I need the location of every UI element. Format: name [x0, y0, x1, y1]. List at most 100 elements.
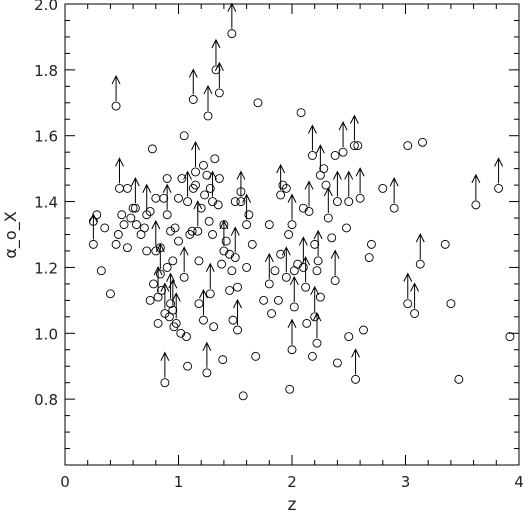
limit-arrow	[202, 341, 212, 368]
limit-arrow	[415, 233, 425, 260]
detection-point	[153, 318, 163, 328]
limit-point	[312, 338, 322, 348]
limit-point	[494, 183, 504, 193]
limit-arrow	[227, 2, 237, 29]
y-axis-label: α_o_X	[1, 211, 21, 258]
detection-point	[139, 223, 149, 233]
detection-point	[307, 351, 317, 361]
limit-arrow	[236, 170, 246, 197]
detection-point	[194, 256, 204, 266]
detection-point	[253, 98, 263, 108]
limit-point	[153, 292, 163, 302]
detection-point	[264, 220, 274, 230]
detection-point	[174, 236, 183, 246]
detection-point	[122, 243, 132, 253]
detection-point	[315, 292, 325, 302]
limit-point	[344, 197, 354, 207]
detection-point	[117, 210, 127, 220]
x-tick-label: 2	[287, 473, 297, 491]
detection-point	[228, 315, 238, 325]
detection-point	[281, 183, 291, 193]
limit-point	[410, 309, 420, 318]
limit-point	[264, 279, 274, 289]
limit-point	[287, 345, 297, 355]
limit-point	[471, 200, 481, 210]
limit-point	[355, 193, 365, 203]
limit-point	[298, 262, 308, 272]
limit-arrow	[494, 157, 504, 184]
limit-arrow	[338, 121, 348, 148]
detection-point	[342, 223, 351, 233]
limit-arrow	[162, 183, 172, 210]
detection-point	[126, 213, 136, 223]
detection-point	[145, 295, 155, 305]
limit-point	[307, 151, 317, 160]
detection-point	[122, 183, 132, 193]
detection-point	[105, 289, 115, 299]
limit-arrow	[191, 140, 200, 167]
limit-point	[219, 246, 229, 256]
limit-arrow	[111, 74, 121, 102]
detection-point	[159, 193, 169, 203]
detection-point	[418, 137, 427, 147]
detection-point	[273, 295, 283, 305]
limit-point	[160, 309, 170, 318]
detection-point	[403, 141, 413, 151]
detection-point	[378, 183, 388, 193]
limit-arrow	[155, 242, 165, 270]
limit-point	[330, 276, 340, 286]
limit-arrow	[193, 200, 203, 227]
limit-point	[130, 203, 140, 213]
limit-arrow	[312, 312, 322, 339]
limit-arrow	[205, 262, 215, 289]
limit-arrow	[233, 298, 242, 325]
x-tick-label: 4	[514, 473, 524, 491]
limit-point	[111, 101, 121, 111]
detection-point	[440, 239, 450, 249]
y-tick-label: 0.8	[34, 391, 58, 409]
detection-point	[166, 226, 176, 236]
detection-point	[177, 174, 187, 183]
detection-point	[227, 266, 237, 276]
detection-point	[162, 174, 172, 183]
detection-point	[296, 108, 306, 118]
detection-point	[218, 355, 228, 365]
limit-arrow	[310, 285, 320, 312]
limit-point	[183, 197, 193, 207]
detection-point	[196, 203, 206, 213]
x-tick-label: 3	[401, 473, 411, 491]
y-tick-label: 1.4	[34, 194, 58, 212]
detection-point	[168, 256, 178, 266]
x-tick-label: 1	[174, 473, 184, 491]
limit-point	[315, 170, 325, 180]
detection-point	[183, 361, 193, 371]
limit-arrow	[410, 282, 420, 309]
limit-arrow	[332, 170, 342, 197]
limit-point	[88, 239, 98, 249]
limit-point	[151, 246, 161, 256]
detection-point	[179, 131, 189, 141]
detection-point	[174, 193, 183, 203]
detection-point	[142, 246, 152, 256]
detection-point	[233, 282, 242, 292]
limit-arrow	[287, 193, 297, 220]
plot-frame	[64, 3, 520, 466]
limit-point	[349, 141, 359, 151]
limit-arrow	[214, 61, 224, 88]
limit-point	[202, 368, 212, 378]
detection-point	[276, 249, 286, 259]
detection-point	[242, 262, 252, 272]
x-axis-label: z	[288, 495, 297, 515]
detection-point	[454, 374, 464, 384]
detection-point	[205, 183, 215, 193]
detection-point	[327, 233, 337, 243]
limit-point	[403, 299, 413, 309]
detection-point	[149, 279, 158, 289]
limit-arrow	[323, 186, 333, 214]
x-tick-label: 0	[60, 473, 70, 491]
limit-arrow	[153, 265, 163, 293]
limit-point	[233, 325, 242, 335]
y-tick-label: 2.0	[34, 0, 58, 14]
limit-arrow	[168, 279, 178, 306]
limit-point	[155, 269, 165, 279]
